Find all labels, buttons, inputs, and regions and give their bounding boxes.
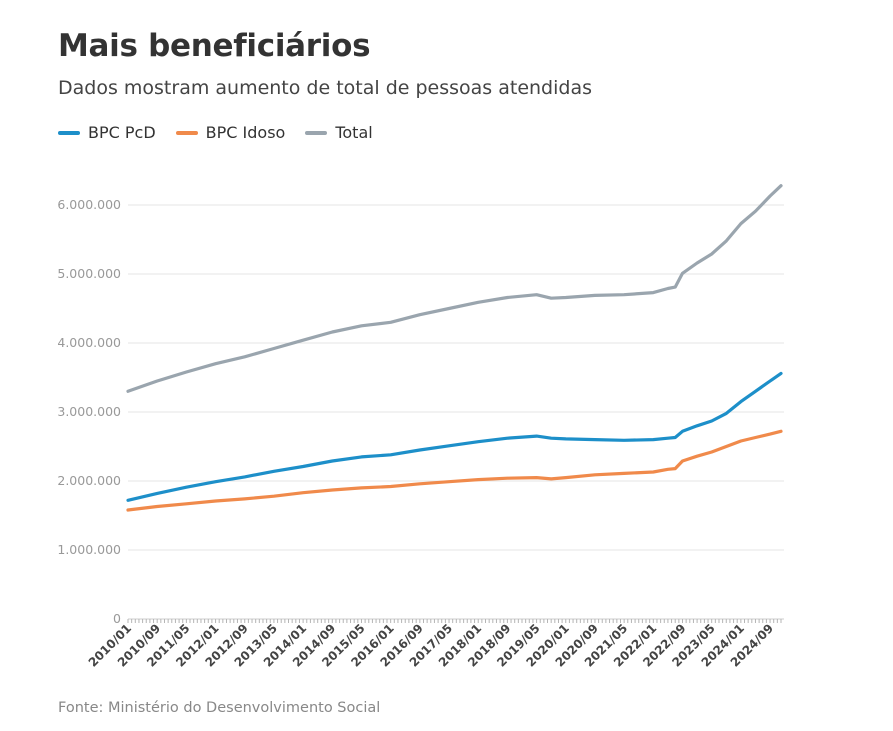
series-line-bpc-pcd [126, 371, 783, 502]
series-line-bpc-idoso [126, 429, 783, 512]
source-note: Fonte: Ministério do Desenvolvimento Soc… [58, 700, 381, 716]
series-lines [126, 184, 783, 512]
legend-swatch-total [305, 130, 328, 135]
legend: BPC PcD BPC Idoso Total [58, 123, 373, 142]
chart-subtitle: Dados mostram aumento de total de pessoa… [58, 77, 593, 99]
line-chart: 0 1.000.000 2.000.000 3.000.000 4.000.000 5.0… [57, 184, 784, 670]
y-tick-label: 3.000.000 [57, 404, 121, 419]
y-tick-label: 0 [113, 611, 121, 626]
y-tick-label: 5.000.000 [57, 266, 121, 281]
y-axis-ticks: 0 1.000.000 2.000.000 3.000.000 4.000.000 5.0… [57, 197, 121, 626]
y-tick-label: 4.000.000 [57, 335, 121, 350]
y-tick-label: 6.000.000 [57, 197, 121, 212]
y-tick-label: 1.000.000 [57, 542, 121, 557]
grid-lines [128, 204, 784, 551]
legend-item-bpc-idoso: BPC Idoso [175, 123, 286, 142]
legend-swatch-bpc-idoso [175, 130, 198, 135]
chart-title: Mais beneficiários [58, 28, 371, 64]
series-line-total [126, 184, 783, 393]
x-axis: 2010/012010/092011/052012/012012/092013/… [86, 618, 784, 670]
y-tick-label: 2.000.000 [57, 473, 121, 488]
legend-label-bpc-idoso: BPC Idoso [205, 123, 286, 142]
legend-swatch-bpc-pcd [58, 130, 80, 135]
legend-item-bpc-pcd: BPC PcD [58, 123, 156, 142]
legend-label-total: Total [335, 123, 373, 142]
legend-label-bpc-pcd: BPC PcD [88, 123, 156, 142]
legend-item-total: Total [305, 123, 373, 142]
